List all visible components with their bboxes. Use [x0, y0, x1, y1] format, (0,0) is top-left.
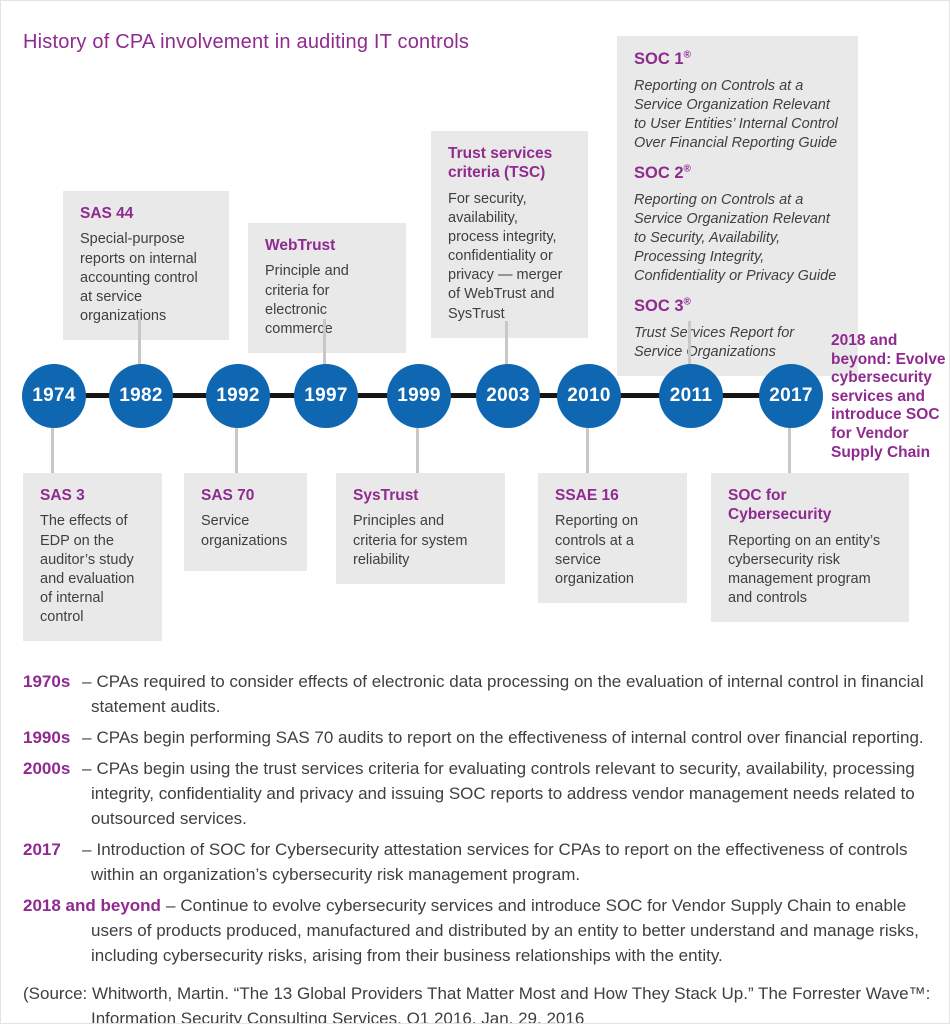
event-title: SAS 3 [40, 487, 85, 504]
era-summary-list: 1970s – CPAs required to consider effects … [23, 669, 935, 1024]
summary-term: 1990s [23, 728, 71, 747]
soc1-label: SOC 1 [634, 50, 684, 68]
summary-dash: – [165, 896, 176, 915]
event-body: The effects of EDP on the auditor’s stud… [40, 513, 135, 625]
summary-item-2018-beyond: 2018 and beyond – Continue to evolve cyber… [23, 893, 935, 968]
event-body: Reporting on Controls at a Service Organ… [634, 77, 838, 151]
summary-term: 2018 and beyond [23, 896, 161, 915]
connector-line-1997 [323, 319, 326, 364]
soc3-label: SOC 3 [634, 297, 684, 316]
event-body: Reporting on an entity’s cybersecurity r… [728, 532, 881, 607]
soc2-label: SOC 2 [634, 164, 684, 183]
timeline-circle-1974: 1974 [22, 364, 86, 428]
connector-line-1982 [138, 319, 141, 364]
event-box-sas70: SAS 70 Service organizations [184, 473, 307, 571]
summary-text: CPAs begin performing SAS 70 audits to r… [96, 728, 924, 747]
event-box-sas3: SAS 3 The effects of EDP on the auditor’… [23, 473, 162, 642]
event-title: Trust services criteria (TSC) [448, 145, 553, 182]
summary-item-1990s: 1990s – CPAs begin performing SAS 70 audit… [23, 725, 935, 750]
event-body: Principle and criteria for electronic co… [265, 263, 349, 337]
registered-mark: ® [683, 296, 691, 308]
event-body: Reporting on Controls at a Service Organ… [634, 191, 837, 285]
timeline-circle-2003: 2003 [476, 364, 540, 428]
summary-dash: – [82, 728, 92, 747]
connector-line-2011 [688, 321, 691, 364]
event-title: SOC 1® [634, 49, 841, 70]
event-title: SOC 2® [634, 163, 841, 184]
event-title: SOC for Cybersecurity [728, 487, 832, 524]
event-title: SAS 70 [201, 487, 255, 504]
summary-text: CPAs required to consider effects of ele… [91, 672, 924, 716]
event-box-ssae16: SSAE 16 Reporting on controls at a servi… [538, 473, 687, 603]
event-box-soc-reports: SOC 1® Reporting on Controls at a Servic… [617, 36, 858, 377]
summary-dash: – [82, 759, 92, 778]
summary-term: 2000s [23, 759, 71, 778]
event-title: WebTrust [265, 237, 336, 254]
event-body: Trust Services Report for Service Organi… [634, 325, 795, 361]
connector-line-2003 [505, 321, 508, 364]
summary-term: 1970s [23, 672, 71, 691]
event-box-sas44: SAS 44 Special-purpose reports on intern… [63, 191, 229, 340]
event-box-webtrust: WebTrust Principle and criteria for elec… [248, 223, 406, 353]
event-body: For security, availability, process inte… [448, 190, 563, 322]
event-body: Reporting on controls at a service organ… [555, 513, 639, 587]
connector-line-1999 [416, 428, 419, 473]
timeline-circle-2010: 2010 [557, 364, 621, 428]
event-title: SAS 44 [80, 205, 134, 222]
summary-item-2017: 2017 – Introduction of SOC for Cybersecuri… [23, 837, 935, 887]
summary-dash: – [82, 840, 92, 859]
connector-line-2010 [586, 428, 589, 473]
source-citation: (Source: Whitworth, Martin. “The 13 Glob… [23, 984, 931, 1024]
timeline-circle-2011: 2011 [659, 364, 723, 428]
event-body: Principles and criteria for system relia… [353, 513, 468, 568]
event-body: Service organizations [201, 513, 288, 549]
event-box-trust-services-criteria: Trust services criteria (TSC) For securi… [431, 131, 588, 338]
event-box-soc-for-cybersecurity: SOC for Cybersecurity Reporting on an en… [711, 473, 909, 623]
summary-dash: – [82, 672, 92, 691]
timeline-circle-1997: 1997 [294, 364, 358, 428]
event-title: SOC 3® [634, 296, 841, 317]
summary-text: CPAs begin using the trust services crit… [91, 759, 915, 828]
summary-text: Continue to evolve cybersecurity service… [91, 896, 919, 965]
summary-text: Introduction of SOC for Cybersecurity at… [91, 840, 908, 884]
registered-mark: ® [683, 49, 691, 61]
event-title: SSAE 16 [555, 487, 619, 504]
summary-item-2000s: 2000s – CPAs begin using the trust service… [23, 756, 935, 831]
event-body: Special-purpose reports on internal acco… [80, 231, 198, 324]
timeline-circle-1982: 1982 [109, 364, 173, 428]
timeline-circle-2017: 2017 [759, 364, 823, 428]
event-box-systrust: SysTrust Principles and criteria for sys… [336, 473, 505, 584]
event-title: SysTrust [353, 487, 419, 504]
connector-line-1992 [235, 428, 238, 473]
timeline-circle-1999: 1999 [387, 364, 451, 428]
timeline-end-note-2018-beyond: 2018 and beyond: Evolve cybersecurity se… [831, 332, 946, 461]
summary-term: 2017 [23, 840, 61, 859]
page-title: History of CPA involvement in auditing I… [23, 31, 470, 53]
timeline-circle-1992: 1992 [206, 364, 270, 428]
registered-mark: ® [683, 163, 691, 175]
connector-line-2017 [788, 428, 791, 473]
summary-item-1970s: 1970s – CPAs required to consider effects … [23, 669, 935, 719]
connector-line-1974 [51, 428, 54, 473]
